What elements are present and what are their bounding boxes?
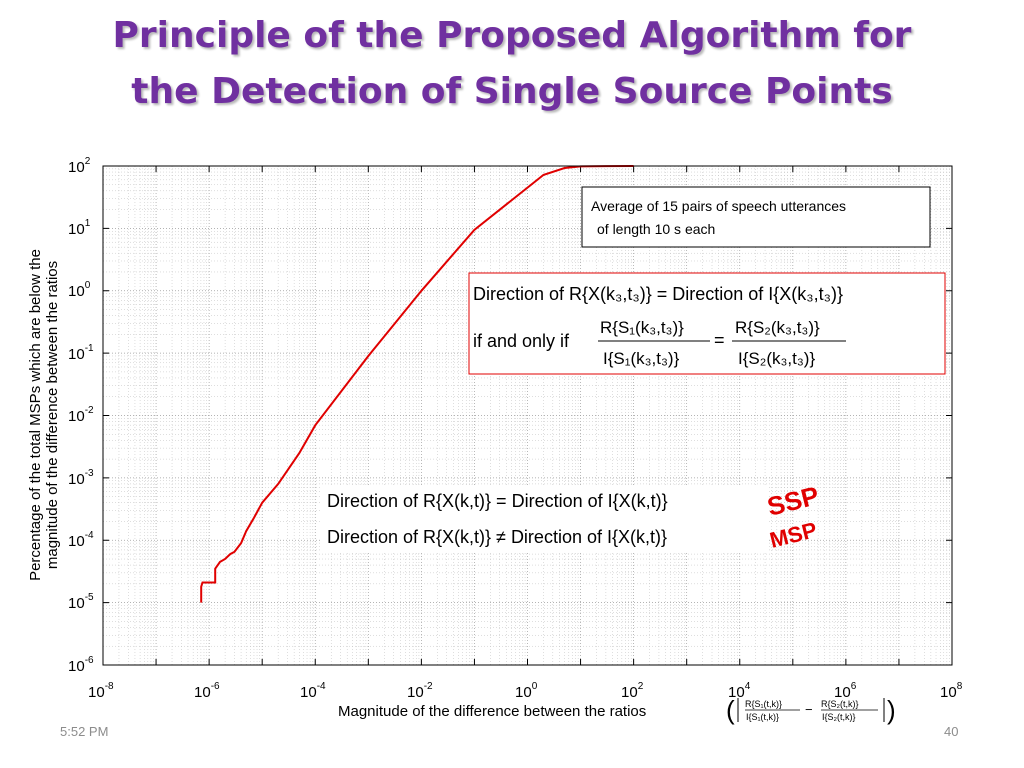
y-tick-label: 10-1: [68, 343, 94, 363]
formula-a-denominator: I{S₁(t,k)}: [746, 712, 779, 722]
note-box: Average of 15 pairs of speech utterances…: [581, 186, 931, 248]
y-tick-labels: 102 101 100 10-1 10-2 10-3 10-4 10-5 10-…: [68, 156, 94, 675]
fraction-2-numerator: R{S₂(k₃,t₃)}: [735, 318, 820, 337]
x-tick-label: 104: [728, 681, 751, 701]
y-tick-label: 101: [68, 218, 91, 238]
y-tick-label: 10-6: [68, 655, 94, 675]
x-tick-label: 106: [834, 681, 857, 701]
x-tick-label: 10-8: [88, 681, 114, 701]
x-tick-label: 102: [621, 681, 644, 701]
slide-title: Principle of the Proposed Algorithm for …: [0, 8, 1024, 120]
equation-box-definitions: Direction of R{X(k,t)} = Direction of I{…: [322, 486, 767, 552]
y-axis-label-line-2: magnitude of the difference between the …: [44, 261, 61, 569]
slide-title-line-1: Principle of the Proposed Algorithm for: [112, 15, 912, 56]
footer-page-number: 40: [944, 724, 959, 739]
y-tick-label: 100: [68, 280, 91, 300]
cdf-curve: [200, 165, 634, 603]
equation-box-condition: Direction of R{X(k₃,t₃)} = Direction of …: [468, 272, 946, 375]
fraction-1-denominator: I{S₁(k₃,t₃)}: [603, 349, 680, 368]
note-line-2: of length 10 s each: [597, 221, 715, 237]
equation-direction-k3: Direction of R{X(k₃,t₃)} = Direction of …: [473, 284, 843, 304]
fraction-2-denominator: I{S₂(k₃,t₃)}: [738, 349, 815, 368]
formula-b-numerator: R{S₂(t,k)}: [821, 699, 859, 709]
y-axis-label-line-1: Percentage of the total MSPs which are b…: [27, 249, 44, 581]
equation-box-border: [468, 272, 946, 375]
formula-paren-left: (: [726, 695, 735, 725]
x-axis-label: Magnitude of the difference between the …: [338, 703, 646, 720]
y-tick-label: 10-3: [68, 468, 94, 488]
formula-minus: −: [805, 702, 813, 717]
formula-paren-right: ): [887, 695, 896, 725]
fraction-1-numerator: R{S₁(k₃,t₃)}: [600, 318, 684, 337]
equation-msp: Direction of R{X(k,t)} ≠ Direction of I{…: [327, 527, 667, 547]
x-tick-label: 10-6: [194, 681, 220, 701]
y-tick-label: 102: [68, 156, 91, 176]
x-tick-labels: 10-8 10-6 10-4 10-2 100 102 104 106 108: [88, 681, 963, 701]
x-tick-label: 100: [515, 681, 538, 701]
equation-iff-label: if and only if: [473, 331, 570, 351]
equals-sign: =: [714, 330, 725, 350]
x-tick-label: 108: [940, 681, 963, 701]
y-tick-label: 10-2: [68, 405, 94, 425]
equation-ssp: Direction of R{X(k,t)} = Direction of I{…: [327, 491, 668, 511]
grid-lines: [102, 165, 953, 666]
note-line-1: Average of 15 pairs of speech utterances: [591, 198, 846, 214]
x-tick-label: 10-2: [407, 681, 433, 701]
formula-b-denominator: I{S₂(t,k)}: [822, 712, 856, 722]
y-tick-label: 10-4: [68, 530, 94, 550]
footer-time: 5:52 PM: [60, 724, 109, 739]
x-tick-label: 10-4: [300, 681, 326, 701]
slide-title-line-2: the Detection of Single Source Points: [131, 71, 893, 112]
xlabel-formula: ( R{S₁(t,k)} I{S₁(t,k)} − R{S₂(t,k)} I{S…: [726, 695, 896, 725]
formula-a-numerator: R{S₁(t,k)}: [745, 699, 782, 709]
plot-frame: [102, 165, 953, 666]
y-tick-label: 10-5: [68, 592, 94, 612]
